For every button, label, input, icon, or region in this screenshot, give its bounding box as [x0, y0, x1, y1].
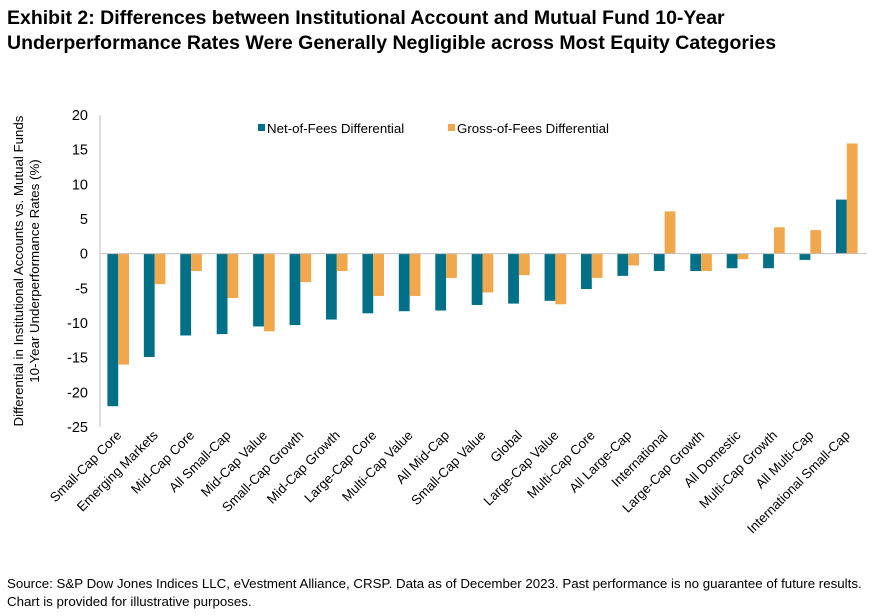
y-axis-title: Differential in Institutional Accounts v…	[11, 115, 42, 426]
bar-net-large-cap-growth	[690, 253, 702, 271]
y-tick-label: 0	[80, 247, 88, 263]
bar-net-global	[508, 253, 519, 304]
bar-net-international	[653, 253, 665, 271]
y-tick-label: -10	[67, 316, 88, 332]
bar-gross-multi-cap-core	[591, 253, 603, 278]
bar-gross-mid-cap-growth	[336, 253, 348, 271]
bar-gross-global	[518, 253, 530, 276]
bar-gross-emerging-markets	[154, 253, 166, 285]
source-note: Source: S&P Dow Jones Indices LLC, eVest…	[7, 576, 862, 609]
y-tick-label: 5	[80, 212, 88, 228]
bar-net-mid-cap-value	[253, 253, 264, 327]
bar-gross-all-large-cap	[628, 253, 640, 266]
y-tick-label: 10	[72, 177, 88, 193]
bar-gross-mid-cap-value	[263, 253, 275, 332]
legend-label: Gross-of-Fees Differential	[457, 121, 609, 136]
bar-gross-small-cap-value	[482, 253, 494, 293]
bar-gross-multi-cap-value	[409, 253, 421, 296]
bar-net-large-cap-core	[362, 253, 374, 314]
bar-net-all-domestic	[726, 253, 738, 269]
y-tick-label: 20	[72, 108, 88, 124]
bar-gross-international	[664, 211, 676, 254]
bar-gross-multi-cap-growth	[773, 227, 785, 254]
bar-gross-all-small-cap	[227, 253, 239, 299]
bar-net-multi-cap-value	[398, 253, 410, 312]
bar-net-small-cap-growth	[289, 253, 301, 326]
y-tick-label: -20	[67, 385, 88, 401]
bar-net-all-small-cap	[216, 253, 228, 335]
y-tick-label: -15	[67, 351, 88, 367]
bar-net-multi-cap-growth	[763, 253, 774, 269]
bar-net-mid-cap-core	[180, 253, 192, 336]
chart-title: Exhibit 2: Differences between Instituti…	[7, 7, 777, 54]
bar-gross-international-small-cap	[846, 143, 858, 254]
bar-gross-large-cap-value	[555, 253, 567, 305]
bar-gross-mid-cap-core	[191, 253, 202, 271]
bar-gross-small-cap-core	[118, 253, 130, 365]
bar-net-large-cap-value	[544, 253, 556, 301]
y-tick-label: -5	[75, 281, 88, 297]
bar-gross-small-cap-growth	[300, 253, 312, 283]
bar-gross-all-domestic	[737, 253, 749, 260]
bar-net-mid-cap-growth	[325, 253, 337, 320]
y-tick-label: -25	[67, 420, 88, 436]
bar-gross-all-multi-cap	[810, 230, 822, 254]
legend-label: Net-of-Fees Differential	[267, 121, 404, 136]
y-tick-label: 15	[72, 143, 88, 159]
bar-net-all-multi-cap	[799, 253, 811, 260]
legend-swatch	[258, 124, 265, 131]
bar-net-all-mid-cap	[435, 253, 447, 311]
bar-net-all-large-cap	[617, 253, 629, 276]
bar-net-small-cap-value	[471, 253, 483, 305]
bar-net-small-cap-core	[107, 253, 119, 407]
bar-gross-large-cap-growth	[701, 253, 712, 271]
bar-net-emerging-markets	[143, 253, 155, 357]
bar-gross-large-cap-core	[373, 253, 385, 296]
bar-gross-all-mid-cap	[446, 253, 457, 278]
bar-net-multi-cap-core	[580, 253, 592, 290]
legend-swatch	[448, 124, 455, 131]
bar-net-international-small-cap	[835, 199, 847, 254]
